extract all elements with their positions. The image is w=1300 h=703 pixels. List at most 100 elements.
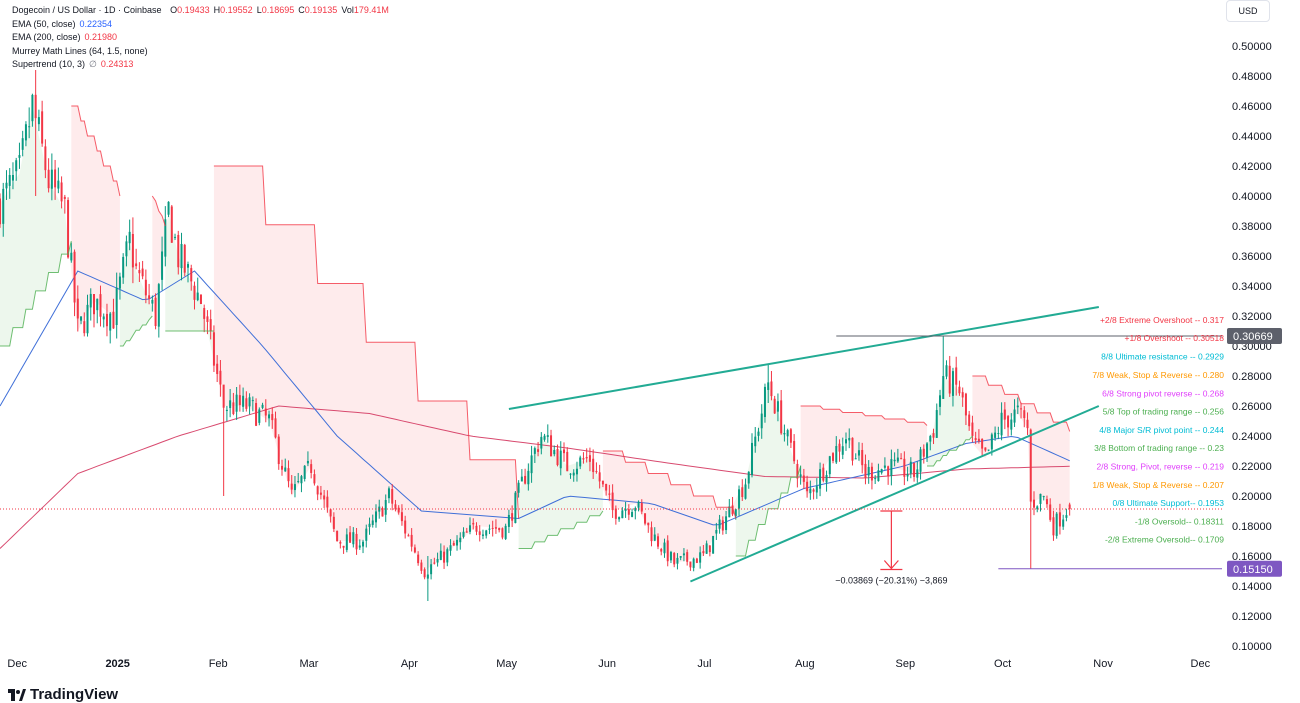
- wedge-upper-trendline[interactable]: [508, 306, 1099, 410]
- candle: [109, 311, 112, 344]
- candle: [1003, 402, 1006, 430]
- candle-body: [734, 509, 737, 516]
- candle: [725, 510, 728, 535]
- candle: [1042, 495, 1045, 501]
- candle: [1029, 428, 1032, 569]
- candle: [1068, 502, 1071, 516]
- candle-body: [274, 418, 277, 438]
- candle-body: [682, 553, 685, 556]
- candle: [47, 158, 50, 193]
- y-tick-label: 0.18000: [1232, 521, 1272, 533]
- candle-body: [326, 496, 329, 508]
- candle: [122, 253, 125, 284]
- indicator-row[interactable]: EMA (200, close) 0.21980: [12, 31, 393, 45]
- candle: [63, 194, 66, 214]
- candle-body: [11, 175, 14, 181]
- candle-body: [922, 448, 925, 457]
- currency-button[interactable]: USD: [1226, 0, 1270, 22]
- supertrend-fill-down: [213, 166, 519, 571]
- candle: [70, 242, 73, 263]
- candle: [504, 523, 507, 541]
- candle-body: [634, 508, 637, 512]
- candle: [880, 468, 883, 475]
- candle: [161, 236, 164, 291]
- indicator-row[interactable]: Supertrend (10, 3) ∅ 0.24313: [12, 58, 393, 72]
- candle: [235, 387, 238, 420]
- candle: [355, 527, 358, 555]
- candle-body: [530, 455, 533, 474]
- candle-body: [763, 386, 766, 418]
- candle: [219, 359, 222, 397]
- candle-body: [222, 384, 225, 408]
- candle: [812, 488, 815, 500]
- candle-body: [287, 468, 290, 482]
- ohlc-value: 0.19552: [220, 5, 253, 15]
- candle: [212, 325, 215, 373]
- candle-body: [284, 467, 287, 472]
- candle: [232, 392, 235, 416]
- candle: [446, 547, 449, 567]
- candle: [1026, 412, 1029, 436]
- candle: [86, 294, 89, 337]
- y-tick-label: 0.46000: [1232, 101, 1272, 113]
- candle-body: [391, 489, 394, 504]
- candle-body: [319, 492, 322, 495]
- candle-body: [877, 470, 880, 482]
- candle-body: [974, 438, 977, 441]
- candle-body: [916, 469, 919, 478]
- candle-body: [738, 489, 741, 509]
- candle-body: [598, 472, 601, 482]
- y-tick-label: 0.44000: [1232, 131, 1272, 143]
- candle-body: [731, 505, 734, 515]
- candle: [397, 505, 400, 515]
- candle: [336, 530, 339, 542]
- candle-body: [507, 514, 510, 527]
- candle: [780, 389, 783, 435]
- candle: [394, 499, 397, 512]
- candle: [857, 442, 860, 461]
- candle-body: [1065, 515, 1068, 518]
- x-tick-label: Dec: [7, 658, 27, 670]
- candle-body: [867, 466, 870, 476]
- candle-body: [488, 528, 491, 530]
- candle-body: [715, 529, 718, 534]
- candle: [793, 434, 796, 464]
- candle-body: [741, 487, 744, 498]
- symbol-row[interactable]: Dogecoin / US Dollar · 1D · Coinbase O0.…: [12, 4, 393, 18]
- candle-body: [154, 297, 157, 326]
- indicator-label: Murrey Math Lines (64, 1.5, none): [12, 45, 148, 56]
- candle: [358, 539, 361, 550]
- candle: [640, 499, 643, 515]
- candle: [929, 434, 932, 451]
- candle: [657, 533, 660, 550]
- candle-body: [174, 236, 177, 238]
- wedge-lower-trendline[interactable]: [690, 405, 1100, 583]
- candle-body: [170, 206, 173, 243]
- candle: [404, 515, 407, 539]
- candle-body: [345, 534, 348, 550]
- candle: [647, 522, 650, 533]
- ohlc-o: O0.19433: [170, 5, 210, 15]
- candle-body: [712, 535, 715, 554]
- candle-body: [105, 313, 108, 327]
- y-tick-label: 0.14000: [1232, 581, 1272, 593]
- candle: [498, 527, 501, 533]
- supertrend-fill-down: [71, 106, 120, 331]
- x-tick-label: Jul: [697, 658, 711, 670]
- candle: [242, 387, 245, 412]
- candle-body: [277, 436, 280, 465]
- candle: [433, 557, 436, 565]
- tradingview-logo[interactable]: TradingView: [8, 686, 118, 703]
- candle: [825, 470, 828, 492]
- candle: [887, 465, 890, 485]
- indicator-row[interactable]: Murrey Math Lines (64, 1.5, none): [12, 45, 393, 59]
- indicator-row[interactable]: EMA (50, close) 0.22354: [12, 18, 393, 32]
- y-tick-label: 0.26000: [1232, 401, 1272, 413]
- candle-body: [566, 451, 569, 472]
- candle-body: [242, 395, 245, 407]
- candle: [323, 489, 326, 508]
- candle: [796, 459, 799, 488]
- candle: [222, 384, 225, 496]
- candle-body: [1058, 512, 1061, 527]
